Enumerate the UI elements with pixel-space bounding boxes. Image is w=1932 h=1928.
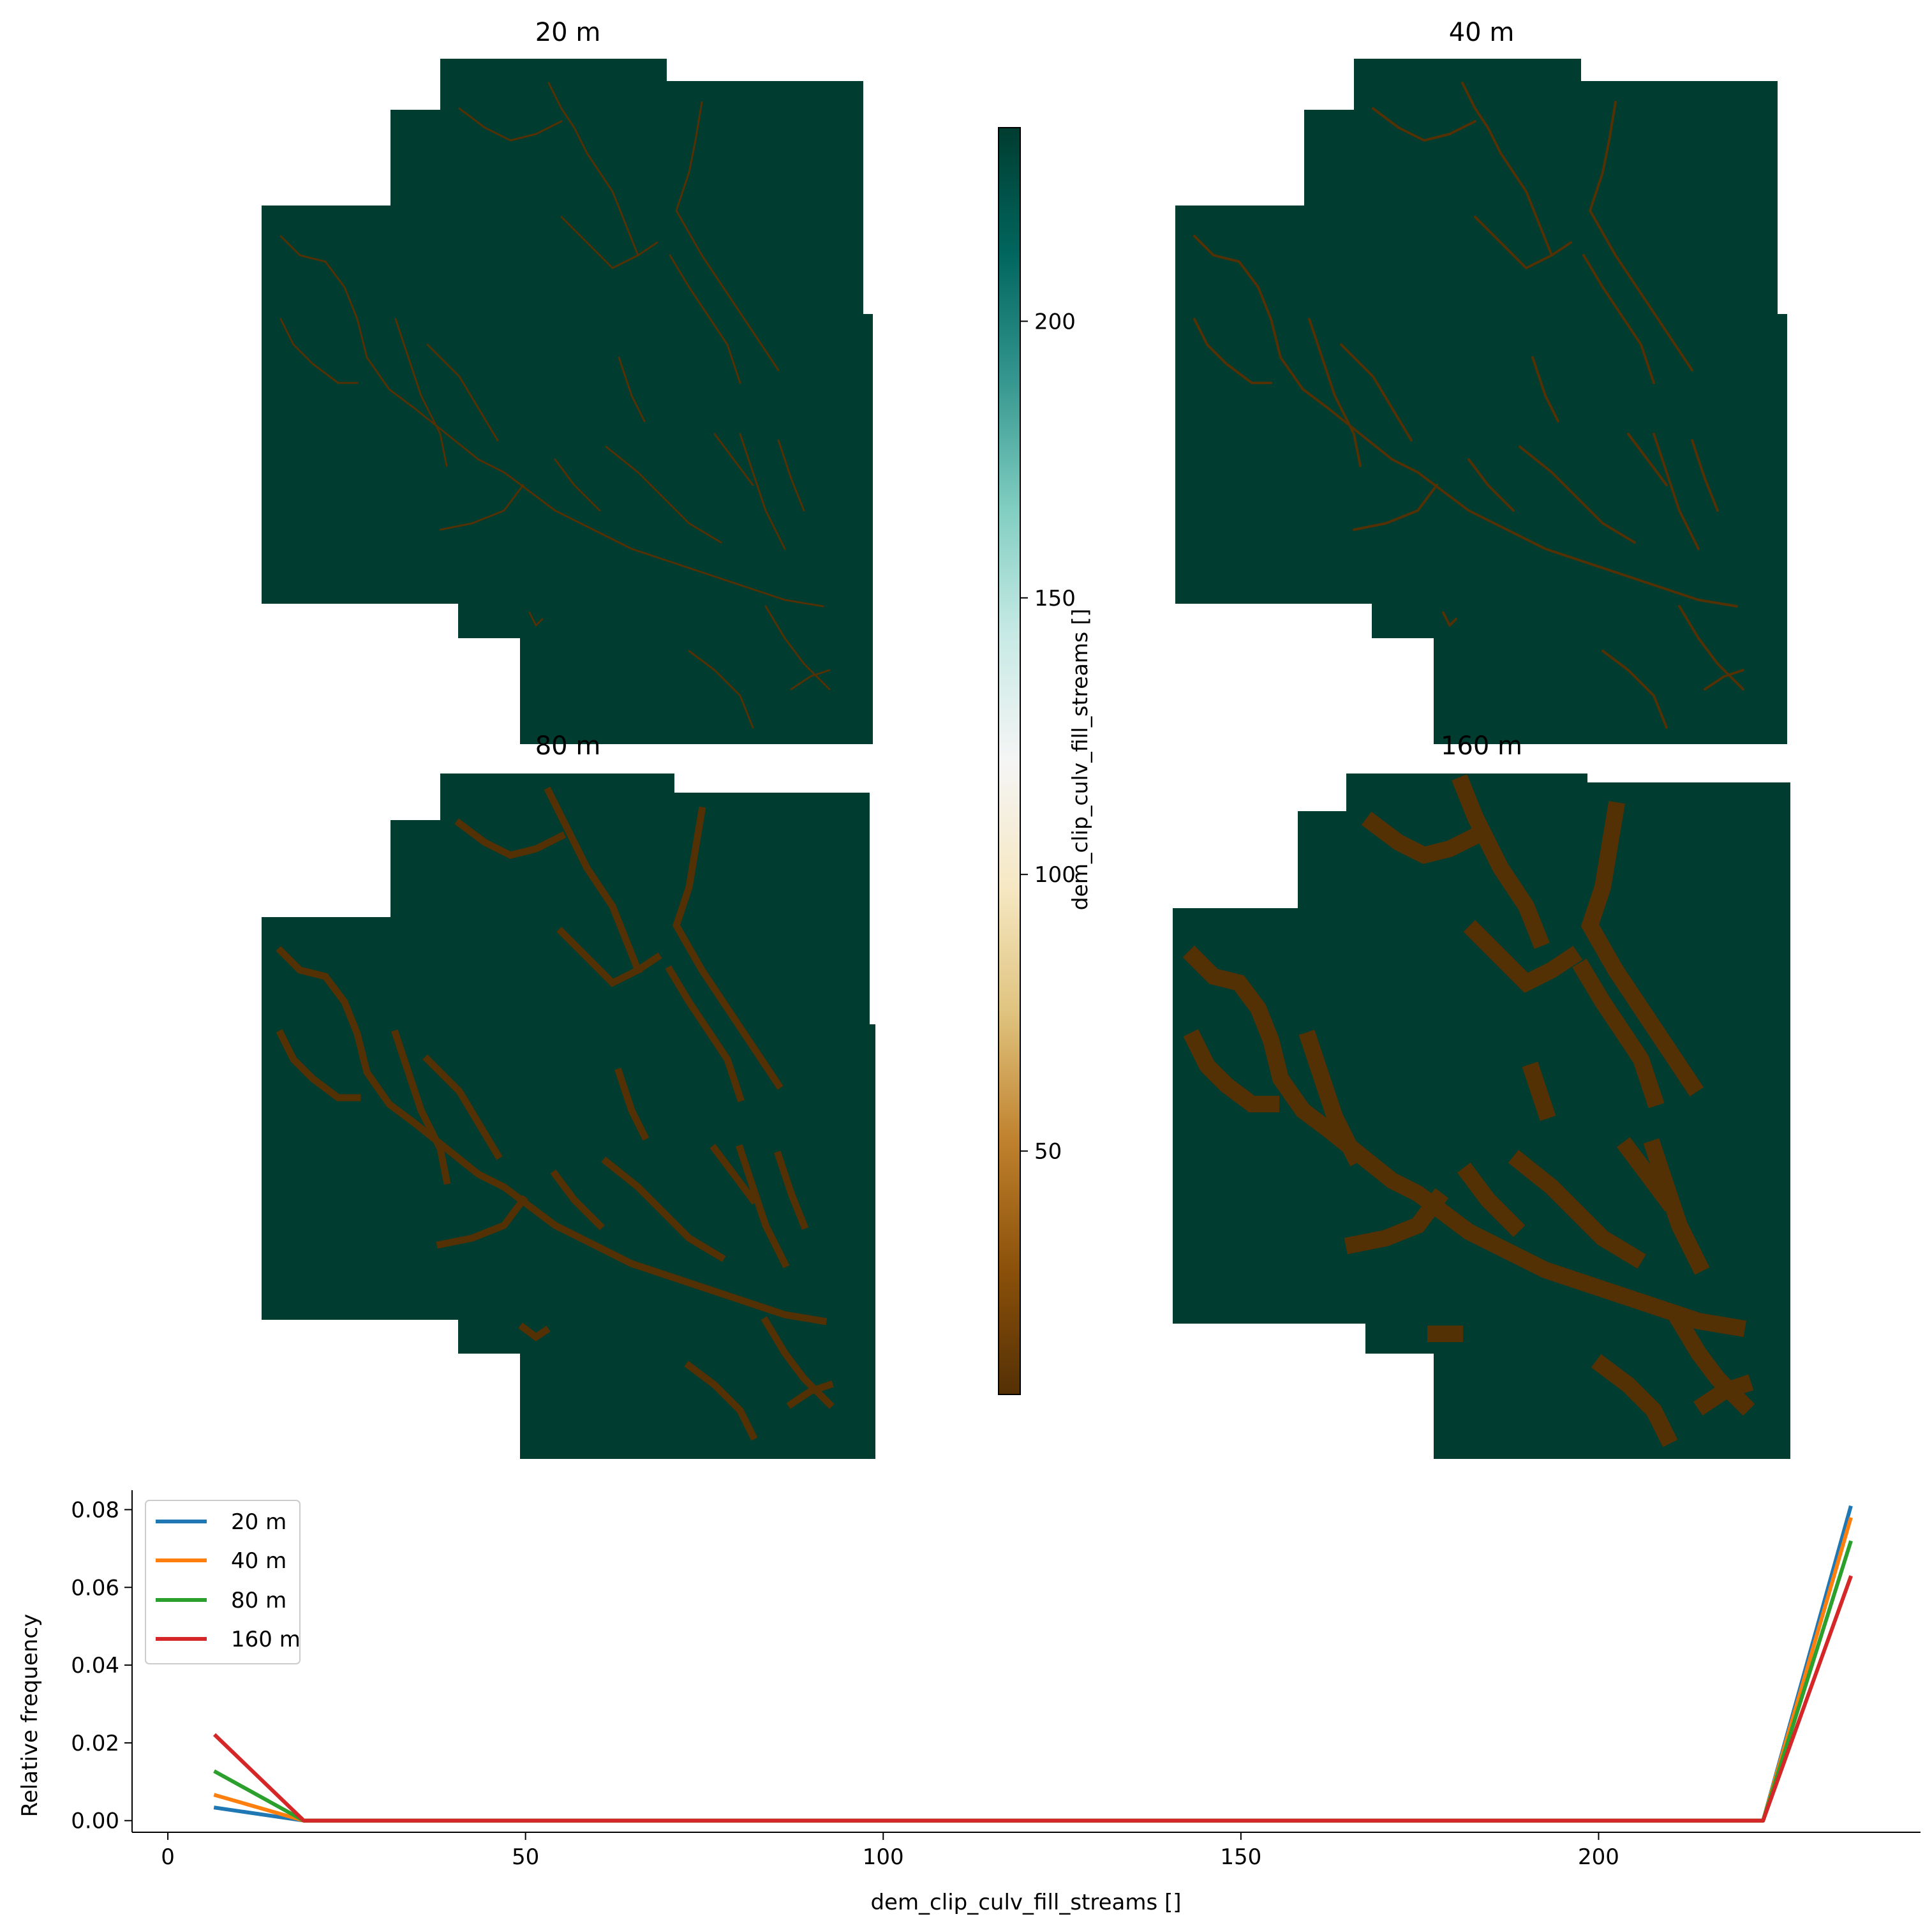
y-axis-ticks: 0.00 0.02 0.04 0.06 0.08 bbox=[71, 1497, 132, 1834]
colorbar-tick-label: 150 bbox=[1034, 586, 1076, 611]
y-axis-label: Relative frequency bbox=[17, 1614, 43, 1817]
legend-box bbox=[145, 1500, 301, 1664]
x-axis-label: dem_clip_culv_fill_streams [] bbox=[870, 1890, 1181, 1915]
map-panel-160m: 160 m bbox=[1173, 731, 1790, 1459]
x-tick-label: 0 bbox=[161, 1844, 175, 1870]
map-extent-80m bbox=[262, 773, 875, 1459]
colorbar-label: dem_clip_culv_fill_streams [] bbox=[1067, 609, 1092, 911]
colorbar-tick-label: 200 bbox=[1034, 309, 1076, 334]
y-tick-label: 0.00 bbox=[71, 1809, 119, 1834]
map-extent-40m bbox=[1175, 59, 1787, 744]
plot-area bbox=[212, 1505, 1853, 1823]
stream-network-160m bbox=[1182, 774, 1755, 1447]
colorbar-ticks: 50 100 150 200 bbox=[1020, 309, 1076, 1165]
map-extent-20m bbox=[262, 59, 873, 744]
map-panel-40m: 40 m bbox=[1175, 18, 1787, 744]
y-tick-label: 0.04 bbox=[71, 1653, 119, 1678]
colorbar-gradient bbox=[998, 127, 1021, 1395]
colorbar-tick-label: 100 bbox=[1034, 862, 1076, 888]
x-tick-label: 200 bbox=[1578, 1844, 1619, 1870]
map-title-160m: 160 m bbox=[1441, 731, 1522, 761]
x-tick-label: 50 bbox=[512, 1844, 539, 1870]
map-title-20m: 20 m bbox=[535, 18, 601, 47]
map-extent-160m bbox=[1173, 773, 1790, 1459]
legend-label-160m: 160 m bbox=[231, 1627, 301, 1652]
series-line-160m bbox=[212, 1575, 1853, 1823]
series-line-80m bbox=[213, 1540, 1853, 1823]
x-axis-ticks: 0 50 100 150 200 bbox=[161, 1832, 1619, 1870]
stream-network-40m bbox=[1193, 82, 1744, 729]
map-title-40m: 40 m bbox=[1449, 18, 1515, 47]
x-tick-label: 150 bbox=[1220, 1844, 1261, 1870]
y-tick-label: 0.06 bbox=[71, 1575, 119, 1601]
map-title-80m: 80 m bbox=[535, 731, 601, 761]
legend-label-80m: 80 m bbox=[231, 1588, 286, 1613]
stream-network-20m bbox=[279, 82, 831, 729]
map-panel-20m: 20 m bbox=[262, 18, 873, 744]
legend: 20 m 40 m 80 m 160 m bbox=[145, 1500, 301, 1664]
legend-label-40m: 40 m bbox=[231, 1548, 286, 1574]
stream-network-80m bbox=[276, 786, 835, 1441]
y-tick-label: 0.02 bbox=[71, 1731, 119, 1756]
x-tick-label: 100 bbox=[863, 1844, 904, 1870]
legend-label-20m: 20 m bbox=[231, 1509, 286, 1535]
map-panel-80m: 80 m bbox=[262, 731, 875, 1459]
colorbar-tick-label: 50 bbox=[1034, 1139, 1062, 1165]
colorbar: 50 100 150 200 dem_clip_culv_fill_streams [… bbox=[998, 127, 1092, 1395]
series-line-20m bbox=[213, 1505, 1853, 1823]
y-tick-label: 0.08 bbox=[71, 1497, 119, 1523]
series-line-40m bbox=[213, 1516, 1853, 1823]
frequency-chart: 0 50 100 150 200 0.00 0.02 0.04 0.06 0.08 dem_cl… bbox=[17, 1490, 1921, 1915]
